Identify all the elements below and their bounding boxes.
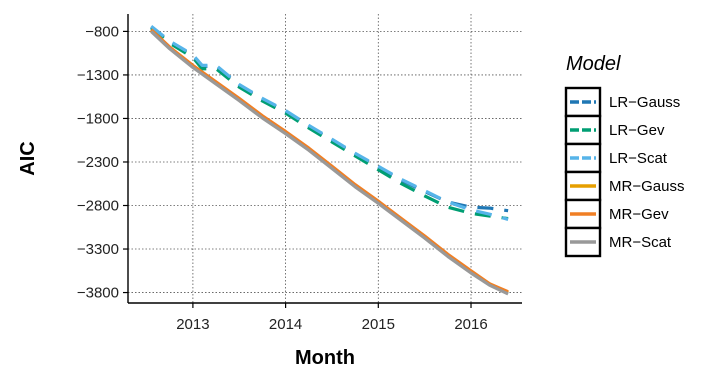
- series-lines: [150, 24, 509, 296]
- x-tick-label: 2014: [269, 316, 302, 333]
- legend-label: MR−Gauss: [609, 178, 684, 195]
- legend-label: MR−Scat: [609, 234, 672, 251]
- y-tick-label: −3800: [77, 285, 119, 302]
- legend-title: Model: [566, 53, 621, 75]
- y-tick-label: −800: [85, 23, 119, 40]
- grid-lines: [128, 14, 522, 303]
- y-tick-label: −2300: [77, 154, 119, 171]
- legend-label: LR−Gauss: [609, 94, 680, 111]
- x-tick-label: 2016: [454, 316, 487, 333]
- legend-label: MR−Gev: [609, 206, 669, 223]
- y-axis-title: AIC: [17, 141, 39, 175]
- legend-label: LR−Scat: [609, 150, 668, 167]
- x-axis-title: Month: [295, 347, 355, 369]
- series-line-mr-gev: [150, 28, 509, 294]
- y-tick-label: −1300: [77, 67, 119, 84]
- series-line-lr-gev: [150, 26, 509, 221]
- series-line-lr-gauss: [150, 25, 509, 213]
- y-tick-label: −2800: [77, 198, 119, 215]
- y-tick-label: −1800: [77, 110, 119, 127]
- series-line-mr-scat: [150, 30, 509, 296]
- legend-label: LR−Gev: [609, 122, 665, 139]
- x-tick-label: 2015: [362, 316, 395, 333]
- x-tick-label: 2013: [176, 316, 209, 333]
- axes: [123, 14, 522, 308]
- y-tick-label: −3300: [77, 241, 119, 258]
- tick-labels: 2013 2014 2015 2016 −800 −1300 −1800 −2300 −2800…: [77, 23, 488, 333]
- series-line-lr-scat: [150, 24, 509, 221]
- legend: Model LR−Gauss LR−Gev LR−Scat MR−Gauss MR−Ge…: [564, 53, 684, 258]
